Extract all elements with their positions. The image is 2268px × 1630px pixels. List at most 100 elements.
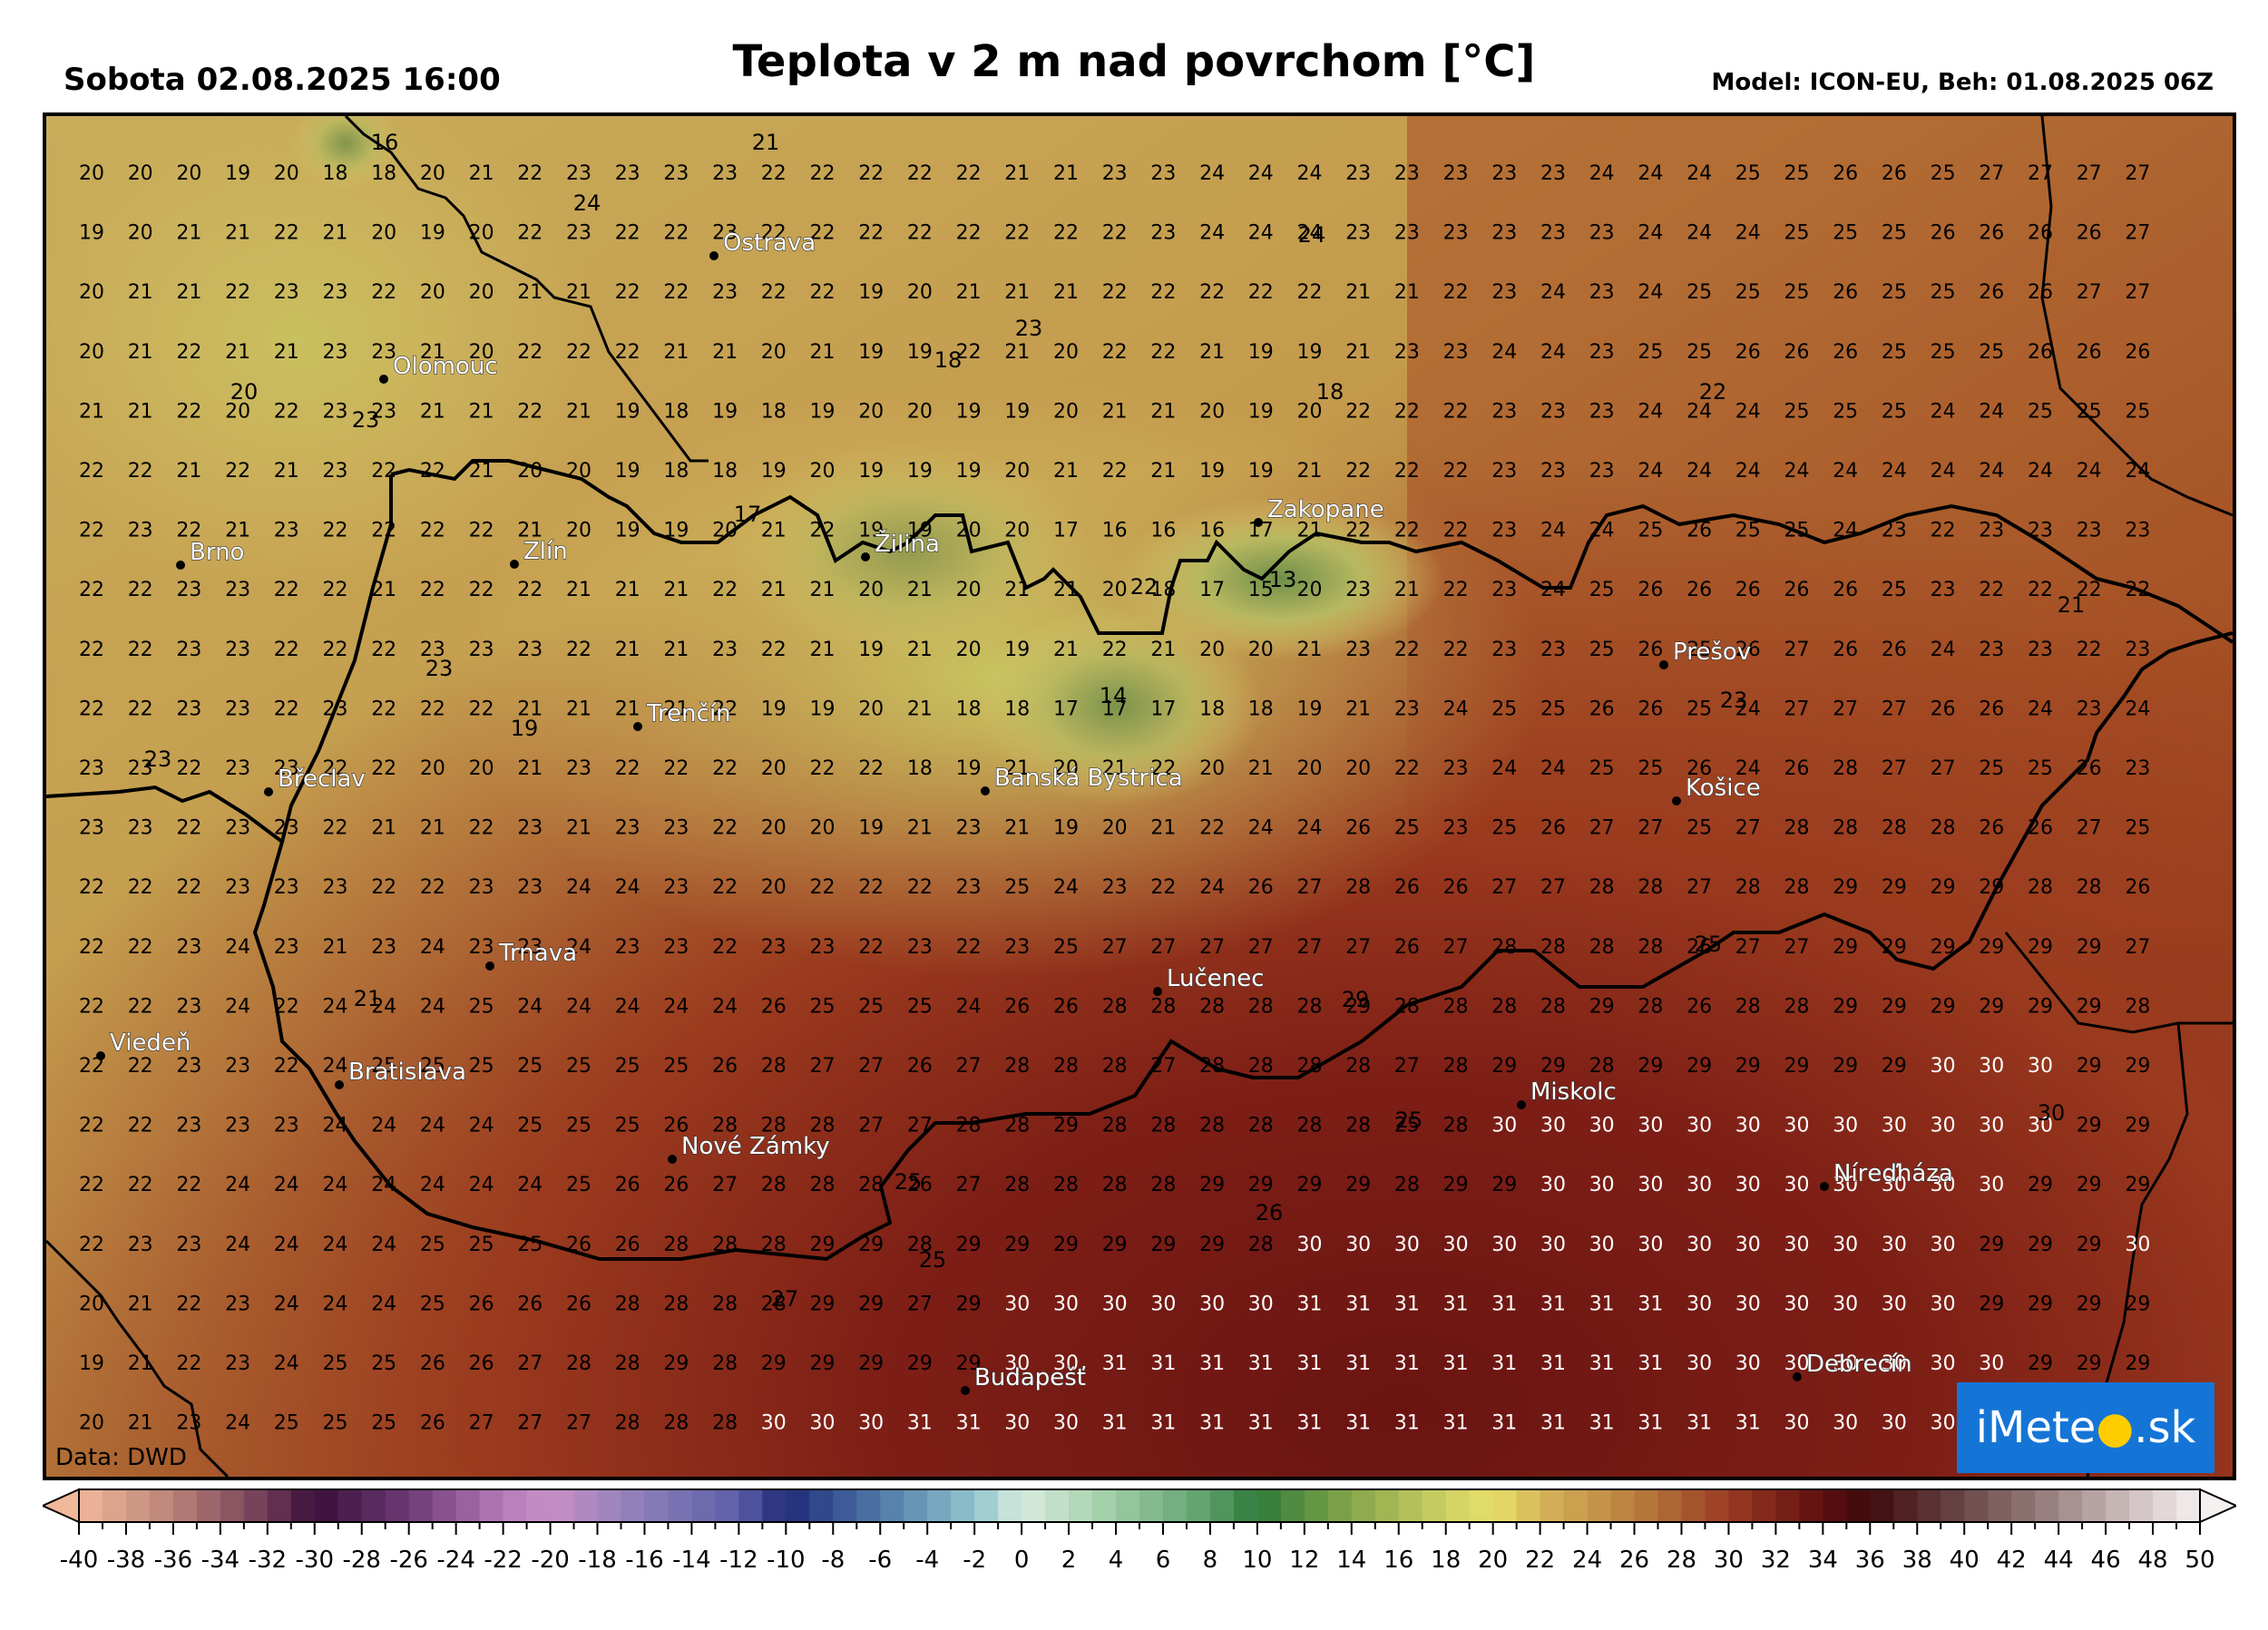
grid-value: 28 (1540, 995, 1566, 1018)
grid-value: 24 (1931, 460, 1956, 483)
grid-value: 23 (1102, 876, 1128, 899)
grid-value: 23 (176, 1055, 201, 1078)
grid-value: 27 (907, 1293, 933, 1315)
grid-value: 31 (1199, 1352, 1225, 1375)
grid-value: 24 (225, 1412, 250, 1435)
grid-value: 23 (1394, 162, 1420, 185)
grid-value: 23 (1491, 162, 1517, 185)
grid-value: 22 (79, 995, 104, 1018)
grid-value: 27 (566, 1412, 591, 1435)
grid-value: 31 (1637, 1412, 1663, 1435)
imeteo-logo[interactable]: iMete ● .sk (1957, 1382, 2214, 1473)
grid-value: 24 (1297, 162, 1323, 185)
colorbar-swatch (2176, 1489, 2201, 1522)
contour-label: 25 (894, 1169, 923, 1195)
grid-value: 31 (1589, 1412, 1615, 1435)
map-title: Teplota v 2 m nad povrchom [°C] (732, 36, 1536, 87)
grid-value: 20 (1297, 579, 1323, 601)
grid-value: 28 (1248, 995, 1274, 1018)
grid-value: 30 (1540, 1115, 1566, 1137)
grid-value: 20 (761, 817, 787, 840)
grid-value: 26 (2125, 341, 2150, 364)
grid-value: 22 (1394, 460, 1420, 483)
grid-value: 23 (1491, 222, 1517, 245)
colorbar-tick-label: -30 (296, 1547, 334, 1571)
grid-value: 19 (907, 341, 933, 364)
grid-value: 21 (176, 222, 201, 245)
grid-value: 27 (1882, 698, 1907, 720)
grid-value: 29 (2077, 1293, 2102, 1315)
grid-value: 20 (907, 400, 933, 423)
grid-value: 19 (907, 520, 933, 542)
grid-value: 20 (79, 1412, 104, 1435)
colorbar-tick-label: -36 (154, 1547, 192, 1571)
grid-value: 21 (663, 698, 689, 720)
grid-value: 22 (1394, 639, 1420, 661)
grid-value: 24 (371, 1293, 396, 1315)
grid-value: 29 (1882, 1055, 1907, 1078)
grid-value: 22 (615, 757, 640, 780)
grid-value: 30 (1979, 1174, 2004, 1196)
logo-text-start: iMete (1975, 1402, 2097, 1453)
grid-value: 23 (956, 876, 982, 899)
grid-value: 21 (1004, 341, 1030, 364)
grid-value: 22 (2028, 579, 2053, 601)
grid-value: 28 (712, 1352, 738, 1375)
grid-value: 27 (1491, 876, 1517, 899)
grid-value: 22 (1394, 520, 1420, 542)
grid-value: 28 (2125, 995, 2150, 1018)
grid-value: 19 (907, 460, 933, 483)
grid-value: 26 (1637, 579, 1663, 601)
grid-value: 22 (517, 400, 543, 423)
grid-value: 23 (1491, 639, 1517, 661)
grid-value: 29 (858, 1352, 884, 1375)
grid-value: 28 (1150, 1174, 1176, 1196)
grid-value: 29 (1004, 1234, 1030, 1256)
grid-value: 20 (1102, 579, 1128, 601)
grid-value: 29 (1150, 1234, 1176, 1256)
grid-value: 22 (1443, 460, 1469, 483)
grid-value: 31 (1540, 1293, 1566, 1315)
grid-value: 22 (469, 817, 494, 840)
colorbar-tick-label: 36 (1855, 1547, 1885, 1571)
grid-value: 23 (225, 579, 250, 601)
grid-value: 29 (2077, 995, 2102, 1018)
grid-value: 21 (663, 579, 689, 601)
grid-value: 30 (1053, 1293, 1079, 1315)
grid-value: 30 (1345, 1234, 1371, 1256)
grid-value: 31 (1637, 1293, 1663, 1315)
grid-value: 22 (1150, 757, 1176, 780)
grid-value: 26 (663, 1115, 689, 1137)
grid-value: 17 (1150, 698, 1176, 720)
colorbar-tick-label: 44 (2044, 1547, 2074, 1571)
grid-value: 21 (810, 639, 836, 661)
grid-value: 30 (1931, 1352, 1956, 1375)
grid-value: 21 (1053, 460, 1079, 483)
grid-value: 26 (1735, 639, 1761, 661)
grid-value: 28 (1589, 876, 1615, 899)
grid-value: 20 (566, 520, 591, 542)
grid-value: 22 (128, 876, 153, 899)
grid-value: 30 (1882, 1174, 1907, 1196)
grid-value: 30 (2028, 1115, 2053, 1137)
grid-value: 22 (176, 1352, 201, 1375)
colorbar-tick-label: 32 (1761, 1547, 1791, 1571)
colorbar-tick-label: 26 (1619, 1547, 1649, 1571)
grid-value: 23 (1979, 639, 2004, 661)
grid-value: 23 (1882, 520, 1907, 542)
grid-value: 23 (79, 817, 104, 840)
grid-value: 24 (1297, 817, 1323, 840)
grid-value: 24 (274, 1352, 299, 1375)
colorbar-swatch (1563, 1489, 1589, 1522)
grid-value: 28 (1199, 1055, 1225, 1078)
grid-value: 23 (176, 579, 201, 601)
city-label-kosice: Košice (1686, 775, 1761, 802)
grid-value: 28 (712, 1293, 738, 1315)
colorbar-swatch (738, 1489, 763, 1522)
colorbar-swatch (243, 1489, 269, 1522)
grid-value: 21 (517, 757, 543, 780)
grid-value: 30 (1784, 1352, 1810, 1375)
grid-value: 23 (225, 876, 250, 899)
grid-value: 26 (1882, 639, 1907, 661)
grid-value: 28 (1102, 995, 1128, 1018)
